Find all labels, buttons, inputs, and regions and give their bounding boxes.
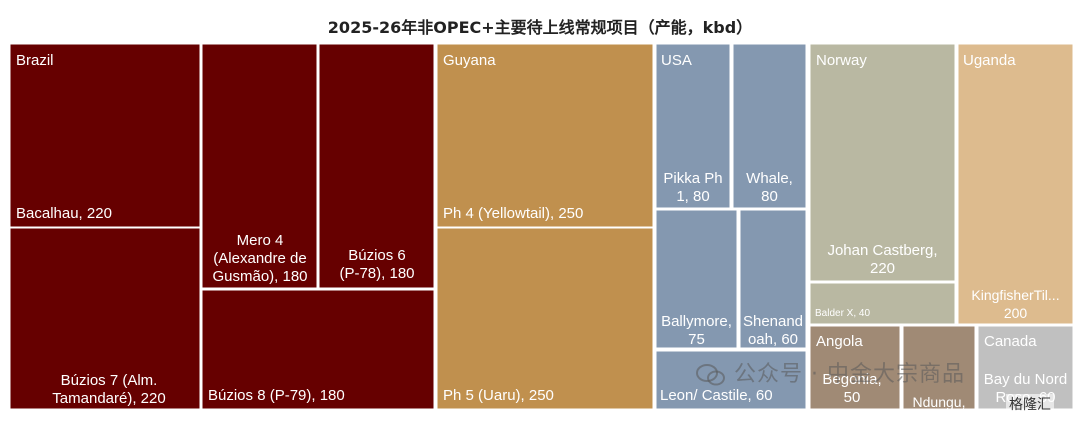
tile-label: Leon/ Castile, 60 (660, 387, 773, 404)
treemap-tile-angola-2 (902, 325, 976, 410)
group-label-usa: USA (661, 52, 692, 69)
treemap-tile-usa-5 (655, 350, 807, 410)
treemap-tile-usa-2 (732, 43, 807, 209)
group-label-brazil: Brazil (16, 52, 54, 69)
watermark: 公众号 · 中金大宗商品 (696, 356, 965, 388)
treemap-tile-angola-1 (809, 325, 901, 410)
watermark-text: 公众号 · 中金大宗商品 (734, 362, 965, 387)
treemap-tile-brazil-5 (201, 289, 435, 410)
tile-label: Mero 4 (Alexandre de Gusmão), 180 (212, 232, 308, 285)
chart-title: 2025-26年非OPEC+主要待上线常规项目（产能，kbd） (327, 18, 753, 37)
group-label-canada: Canada (984, 333, 1037, 350)
tile-label: Whale, 80 (746, 170, 793, 205)
tile-label: Johan Castberg, 220 (827, 242, 938, 277)
treemap-tile-norway-2 (809, 282, 956, 325)
logo: 格隆汇 (1006, 394, 1054, 414)
tile-label: Pikka Ph 1, 80 (663, 170, 723, 205)
tile-label: Bacalhau, 220 (16, 205, 112, 222)
tile-label: Ndungu, 40 (912, 394, 966, 428)
tile-label: Búzios 6 (P-78), 180 (339, 247, 415, 282)
group-label-norway: Norway (816, 52, 867, 69)
treemap-tile-usa-4 (739, 209, 807, 349)
treemap-tile-brazil-1 (9, 43, 201, 228)
group-label-guyana: Guyana (443, 52, 496, 69)
treemap-tile-guyana-2 (436, 227, 654, 410)
tile-label: Ph 5 (Uaru), 250 (443, 387, 554, 404)
tile-label: Ph 4 (Yellowtail), 250 (443, 205, 584, 222)
tile-label: Begonia, 50 (822, 371, 882, 406)
treemap-tile-usa-3 (655, 209, 738, 349)
treemap-tile-usa-1 (655, 43, 731, 209)
treemap-tile-brazil-3 (201, 43, 318, 289)
group-label-angola: Angola (816, 333, 863, 350)
tile-label: Balder X, 40 (815, 308, 871, 319)
tile-label: Ballymore, 75 (661, 313, 732, 348)
treemap-tile-brazil-2 (9, 227, 201, 410)
treemap-tile-norway-1 (809, 43, 956, 282)
group-label-uganda: Uganda (963, 52, 1016, 69)
tile-label: KingfisherTil... 200 (971, 287, 1060, 321)
treemap-chart (9, 43, 1074, 410)
wechat-icon (696, 364, 725, 386)
tile-label: Shenand oah, 60 (742, 313, 804, 348)
tile-label: Búzios 7 (Alm. Tamandaré), 220 (52, 372, 166, 407)
treemap-tile-guyana-1 (436, 43, 654, 228)
tile-label: Búzios 8 (P-79), 180 (208, 387, 345, 404)
treemap-tile-uganda-1 (957, 43, 1074, 325)
treemap-tile-brazil-4 (318, 43, 435, 289)
